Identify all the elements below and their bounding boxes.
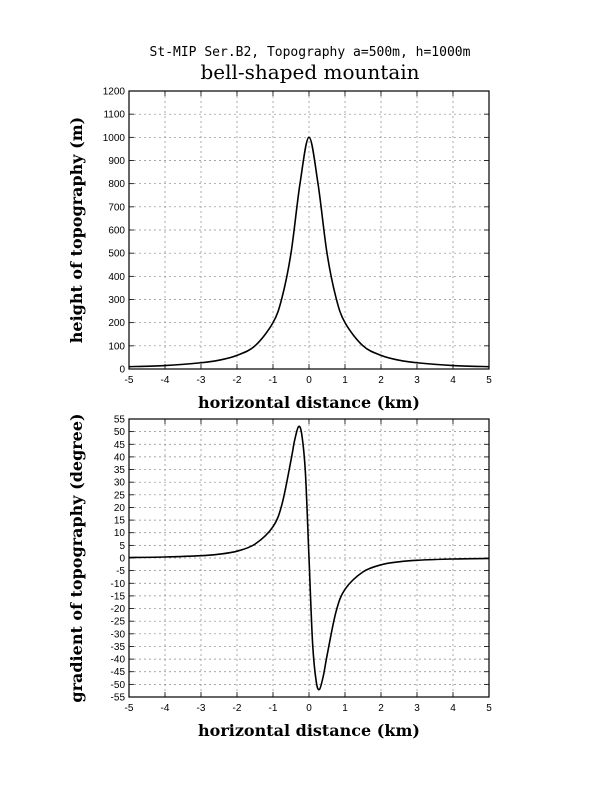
height-ytick-label: 600: [108, 226, 125, 237]
height-xtick-label: 4: [450, 375, 456, 386]
height-xtick-label: 3: [414, 375, 420, 386]
gradient-ytick-label: -15: [111, 591, 126, 602]
gradient-xtick-label: -3: [197, 703, 206, 714]
gradient-ytick-label: 10: [114, 528, 126, 539]
gradient-xtick-label: 1: [342, 703, 348, 714]
height-xtick-label: 2: [378, 375, 384, 386]
height-ytick-label: 0: [119, 365, 125, 376]
height-ytick-label: 100: [108, 341, 125, 352]
gradient-plot-xlabel: horizontal distance (km): [198, 721, 420, 740]
gradient-ytick-label: -30: [111, 629, 126, 640]
height-plot-grid: [129, 91, 489, 369]
height-xtick-label: -2: [233, 375, 242, 386]
gradient-plot-grid: [129, 419, 489, 697]
gradient-xtick-label: 3: [414, 703, 420, 714]
gradient-xtick-label: -5: [125, 703, 134, 714]
height-ytick-label: 500: [108, 249, 125, 260]
height-plot-ylabel: height of topography (m): [67, 117, 86, 343]
gradient-xtick-label: -2: [233, 703, 242, 714]
gradient-ytick-label: 5: [119, 541, 125, 552]
height-plot-frame: [128, 90, 490, 370]
gradient-ytick-label: -50: [111, 680, 126, 691]
height-xtick-label: -5: [125, 375, 134, 386]
gradient-xtick-label: 4: [450, 703, 456, 714]
gradient-plot-ylabel: gradient of topography (degree): [67, 413, 86, 702]
gradient-plot-frame: [128, 418, 490, 698]
gradient-ytick-label: -40: [111, 655, 126, 666]
height-xtick-label: -3: [197, 375, 206, 386]
height-ytick-label: 800: [108, 179, 125, 190]
gradient-xtick-label: 0: [306, 703, 312, 714]
gradient-ytick-label: 50: [114, 427, 126, 438]
gradient-ytick-label: -25: [111, 617, 126, 628]
gradient-ytick-label: 40: [114, 452, 126, 463]
height-ytick-label: 1100: [103, 110, 125, 121]
gradient-curve: [128, 425, 490, 691]
gradient-plot-ticks: -5 -4 -3 -2 -1 0 1 2 3 4 5-55-50-45-40-35-30-25-20…: [111, 415, 493, 715]
gradient-ytick-label: 30: [114, 478, 126, 489]
gradient-ytick-label: 20: [114, 503, 126, 514]
gradient-ytick-label: 45: [114, 440, 126, 451]
height-ytick-label: 700: [108, 202, 125, 213]
gradient-ytick-label: -5: [116, 566, 125, 577]
chart-title: bell-shaped mountain: [200, 60, 419, 84]
height-ytick-label: 1200: [103, 87, 126, 98]
height-plot-ticks: -5 -4 -3 -2 -1 0 1 2 3 4 5 0 100 200 300 400 500 600 700 80…: [103, 87, 492, 387]
gradient-ytick-label: -45: [111, 667, 126, 678]
height-plot-xlabel: horizontal distance (km): [198, 393, 420, 412]
gradient-xtick-label: -1: [269, 703, 278, 714]
gradient-ytick-label: -10: [111, 579, 126, 590]
gradient-ytick-label: 55: [114, 415, 126, 426]
gradient-ytick-label: 35: [114, 465, 126, 476]
gradient-xtick-label: 5: [486, 703, 492, 714]
height-ytick-label: 400: [108, 272, 125, 283]
height-ytick-label: 1000: [103, 133, 126, 144]
chart-subtitle: St-MIP Ser.B2, Topography a=500m, h=1000…: [150, 45, 471, 60]
height-ytick-label: 900: [108, 156, 125, 167]
height-xtick-label: 0: [306, 375, 312, 386]
height-xtick-label: 5: [486, 375, 492, 386]
height-plot: -5 -4 -3 -2 -1 0 1 2 3 4 5 0 100 200 300 400 500 600 700 80…: [67, 87, 492, 413]
height-xtick-label: -4: [161, 375, 170, 386]
gradient-xtick-label: 2: [378, 703, 384, 714]
height-xtick-label: -1: [269, 375, 278, 386]
gradient-ytick-label: -20: [111, 604, 126, 615]
gradient-ytick-label: 25: [114, 490, 126, 501]
gradient-ytick-label: -55: [111, 693, 126, 704]
gradient-xtick-label: -4: [161, 703, 170, 714]
height-ytick-label: 200: [108, 318, 125, 329]
gradient-ytick-label: -35: [111, 642, 126, 653]
gradient-ytick-label: 0: [119, 554, 125, 565]
height-curve: [128, 136, 490, 368]
height-ytick-label: 300: [108, 295, 125, 306]
height-xtick-label: 1: [342, 375, 348, 386]
gradient-ytick-label: 15: [114, 516, 126, 527]
gradient-plot: -5 -4 -3 -2 -1 0 1 2 3 4 5-55-50-45-40-35-30-25-20…: [67, 413, 492, 740]
